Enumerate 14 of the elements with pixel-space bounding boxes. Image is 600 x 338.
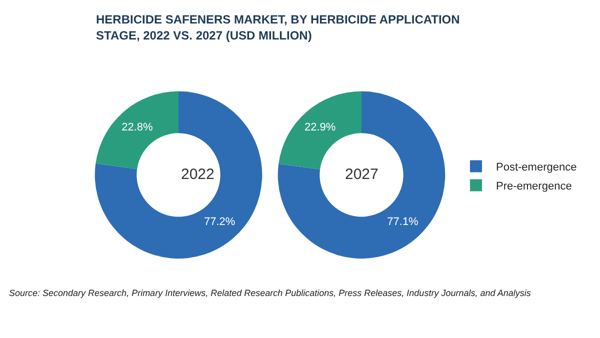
data-label: 77.1%	[387, 216, 419, 228]
legend-label: Pre-emergence	[496, 180, 572, 193]
legend-label: Post-emergence	[496, 162, 577, 174]
source-note: Source: Secondary Research, Primary Interviews, Related Research Publications, Press Releases, Industry Journals, and Analysis	[9, 288, 532, 298]
chart-title: HERBICIDE SAFENERS MARKET, BY HERBICIDE APPLICATION STAGE, 2022 VS. 2027 (USD MILLION)	[96, 12, 460, 42]
data-label: 22.8%	[122, 122, 154, 134]
text: 2027	[345, 166, 378, 183]
donut-slice	[94, 91, 262, 258]
donut-slice	[278, 91, 446, 258]
data-label: 22.9%	[304, 122, 336, 134]
text: 2022	[181, 166, 214, 183]
donut-slice	[278, 91, 362, 170]
donut-slice	[96, 91, 178, 170]
data-label: 77.2%	[204, 216, 236, 228]
